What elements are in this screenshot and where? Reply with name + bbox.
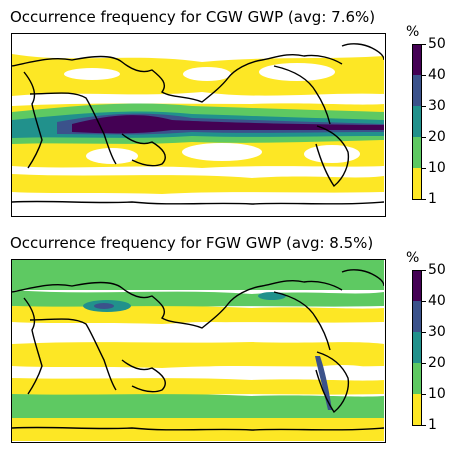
fgw-andes-hotspot <box>315 356 332 410</box>
cgw-colorbar-tick-10: 10 <box>428 160 446 176</box>
cgw-colorbar-tick-50: 50 <box>428 36 446 52</box>
cgw-colorbar-unit: % <box>406 24 420 40</box>
cgw-colorbar-tick-1: 1 <box>428 191 437 207</box>
fgw-coastlines <box>12 269 384 431</box>
fgw-band-south-green <box>12 394 384 420</box>
fgw-colorbar-tick-20: 20 <box>428 355 446 371</box>
fgw-colorbar-tick-1: 1 <box>428 417 437 433</box>
fgw-rockies-hotspot <box>258 292 286 300</box>
fgw-colorbar-tick-10: 10 <box>428 386 446 402</box>
fgw-band-south-yellow <box>12 378 384 396</box>
fgw-band-north-yellow <box>12 306 384 324</box>
fgw-colorbar-tick-40: 40 <box>428 293 446 309</box>
cgw-band-southern-midlat <box>12 174 384 194</box>
cgw-colorbar-tick-20: 20 <box>428 129 446 145</box>
fgw-colorbar-tick-30: 30 <box>428 324 446 340</box>
cgw-occurrence-map <box>11 33 386 217</box>
cgw-panel: Occurrence frequency for CGW GWP (avg: 7… <box>10 8 446 217</box>
fgw-colorbar-unit: % <box>406 250 420 266</box>
cgw-colorbar-tick-40: 40 <box>428 67 446 83</box>
fgw-occurrence-map <box>11 259 386 443</box>
fgw-band-north-green <box>12 290 384 308</box>
fgw-panel: Occurrence frequency for FGW GWP (avg: 8… <box>0 226 460 452</box>
cgw-band-itcz-purple <box>72 115 384 134</box>
cgw-colorbar-tick-30: 30 <box>428 98 446 114</box>
cgw-coastlines <box>12 43 384 205</box>
cgw-map-title: Occurrence frequency for CGW GWP (avg: 7… <box>10 8 376 26</box>
fgw-map-title: Occurrence frequency for FGW GWP (avg: 8… <box>10 234 374 252</box>
fgw-colorbar-tick-50: 50 <box>428 262 446 278</box>
cgw-colorbar <box>412 44 422 200</box>
fgw-colorbar <box>412 270 422 426</box>
